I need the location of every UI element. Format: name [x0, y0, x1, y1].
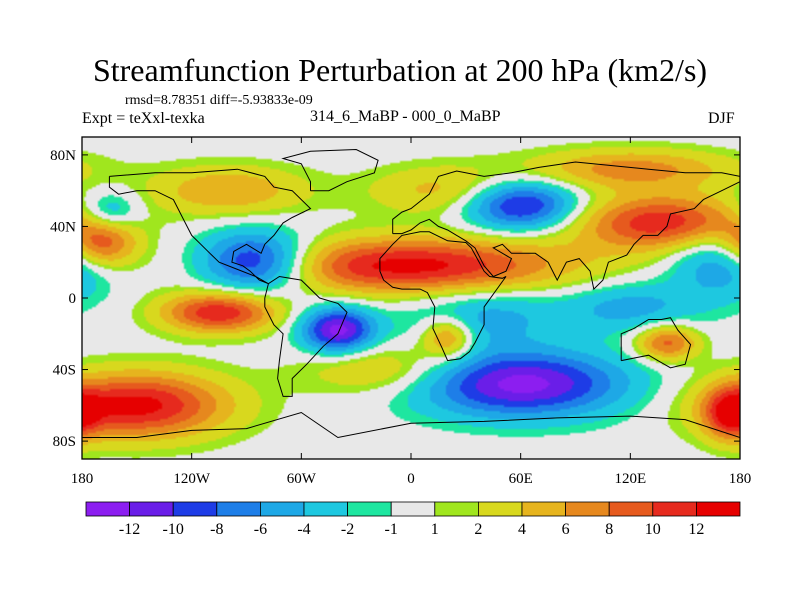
x-tick-label: 120E: [614, 471, 646, 487]
x-tick-label: 180: [71, 471, 94, 487]
colorbar-swatch: [259, 501, 305, 517]
colorbar-swatch: [347, 501, 392, 517]
y-tick-label: 40S: [53, 363, 76, 379]
colorbar-swatch: [172, 501, 218, 517]
coastline-1: [281, 148, 379, 192]
season-label: DJF: [708, 110, 735, 127]
comparison-label: 314_6_MaBP - 000_0_MaBP: [310, 108, 501, 125]
colorbar-label: 10: [645, 521, 661, 538]
rmsd-value: 8.78351: [160, 93, 207, 108]
y-tick-labels: 80N 40N 0 40S 80S: [50, 148, 76, 450]
colorbar-swatch: [477, 501, 523, 517]
streamfunction-field: [82, 137, 740, 459]
colorbar-swatch: [129, 501, 174, 517]
colorbar-label: 6: [562, 521, 570, 538]
colorbar-label: -2: [341, 521, 354, 538]
colorbar-label: -1: [385, 521, 398, 538]
colorbar-swatch: [608, 501, 654, 517]
axis-ticks: [81, 137, 741, 459]
colorbar-swatch: [216, 501, 261, 517]
colorbar-swatch: [652, 501, 697, 517]
colorbar-label: 2: [474, 521, 482, 538]
colorbar-swatch: [303, 501, 348, 517]
y-tick-label: 40N: [50, 219, 76, 235]
map-title: Streamfunction Perturbation at 200 hPa (…: [92, 52, 708, 88]
y-tick-label: 0: [69, 291, 77, 307]
experiment-label: Expt = teXxl-texka: [82, 110, 205, 127]
y-tick-label: 80S: [53, 434, 76, 450]
stats-line: rmsd=8.78351 diff=-5.93833e-09: [125, 93, 313, 109]
coastlines: [82, 148, 740, 459]
colorbar-swatch: [85, 501, 130, 517]
coastline-0: [108, 168, 348, 397]
colorbar-swatch: [696, 501, 741, 517]
diff-value: -5.93833e-09: [237, 93, 313, 108]
coastline-4: [620, 317, 692, 369]
coastline-3: [379, 231, 507, 362]
colorbar-label: 1: [431, 521, 439, 538]
x-tick-label: 180: [729, 471, 752, 487]
colorbar-swatch: [565, 501, 610, 517]
colorbar-label: -8: [210, 521, 223, 538]
y-tick-label: 80N: [50, 148, 76, 164]
colorbar-label: 12: [688, 521, 704, 538]
x-tick-label: 120W: [173, 471, 211, 487]
colorbar-label: -6: [254, 521, 267, 538]
x-tick-label: 0: [407, 471, 415, 487]
colorbar-labels: -12 -10 -8 -6 -4 -2 -1 1 2 4 6 8 10 12: [119, 521, 704, 538]
coastline-2: [392, 161, 740, 291]
rmsd-label: rmsd=: [125, 93, 161, 108]
x-tick-labels: 180 120W 60W 0 60E 120E 180: [71, 471, 752, 487]
x-tick-label: 60W: [287, 471, 317, 487]
diff-label: diff=: [209, 93, 238, 108]
colorbar-label: -12: [119, 521, 140, 538]
colorbar-swatch: [521, 501, 566, 517]
colorbar-label: -10: [163, 521, 184, 538]
colorbar-swatch: [434, 501, 479, 517]
colorbar-label: 8: [605, 521, 613, 538]
colorbar: [85, 501, 741, 517]
colorbar-swatch: [390, 501, 436, 517]
x-tick-label: 60E: [509, 471, 533, 487]
coastline-5: [82, 411, 740, 459]
colorbar-label: -4: [297, 521, 310, 538]
colorbar-label: 4: [518, 521, 526, 538]
